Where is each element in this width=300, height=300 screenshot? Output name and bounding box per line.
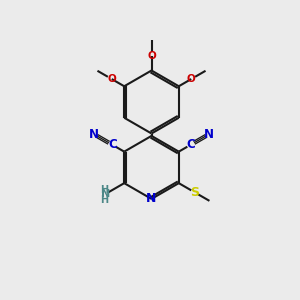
Text: N: N (89, 128, 99, 141)
Text: H: H (100, 185, 108, 195)
Text: O: O (147, 51, 156, 61)
Text: S: S (190, 186, 199, 199)
Text: O: O (187, 74, 196, 84)
Text: N: N (101, 189, 110, 200)
Text: C: C (186, 138, 195, 152)
Text: N: N (204, 128, 214, 141)
Text: O: O (107, 74, 116, 84)
Text: C: C (108, 138, 117, 152)
Text: N: N (146, 192, 157, 206)
Text: H: H (100, 194, 108, 205)
